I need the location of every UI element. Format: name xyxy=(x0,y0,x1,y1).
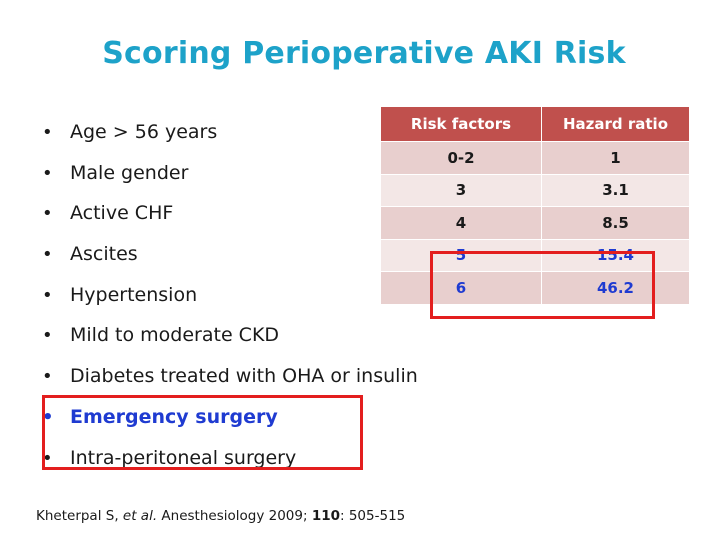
highlight-box-high-risk xyxy=(430,251,655,319)
bullet-icon: • xyxy=(42,406,54,428)
list-item-label: Hypertension xyxy=(70,283,198,306)
table-cell: 5 xyxy=(380,238,542,272)
list-item-label: Mild to moderate CKD xyxy=(70,324,280,347)
citation: Kheterpal S, et al. Anesthesiology 2009;… xyxy=(36,508,405,524)
table-cell: 15.4 xyxy=(541,238,690,272)
bullet-icon: • xyxy=(42,122,53,143)
bullet-icon: • xyxy=(42,447,53,469)
table-cell: 3.1 xyxy=(541,173,690,207)
table-cell: 46.2 xyxy=(541,271,690,305)
list-item: • Diabetes treated with OHA or insulin xyxy=(40,360,418,401)
bullet-icon: • xyxy=(42,325,53,347)
list-item: • Intra-peritoneal surgery xyxy=(40,442,418,483)
bullet-icon: • xyxy=(42,244,53,266)
column-header-hazard-ratio: Hazard ratio xyxy=(541,106,690,142)
list-item-label: Male gender xyxy=(70,161,189,184)
citation-journal: Anesthesiology 2009; xyxy=(157,508,312,524)
list-item: • Ascites xyxy=(40,238,418,279)
citation-etal: et al. xyxy=(122,508,158,524)
table-cell: 1 xyxy=(541,141,690,175)
hazard-ratio-table: Risk factors Hazard ratio 0-2 1 3 3.1 4 … xyxy=(380,106,690,305)
table-cell: 0-2 xyxy=(380,141,542,175)
table-row: 0-2 1 xyxy=(380,141,690,175)
citation-volume: 110 xyxy=(311,508,340,524)
list-item-label: Intra-peritoneal surgery xyxy=(70,446,297,469)
list-item-label: Ascites xyxy=(70,243,138,266)
list-item-highlighted: • Emergency surgery xyxy=(40,401,418,442)
bullet-icon: • xyxy=(42,366,53,388)
list-item-label: Age > 56 years xyxy=(70,121,218,143)
list-item-label: Emergency surgery xyxy=(70,405,278,428)
citation-pages: : 505-515 xyxy=(340,508,406,524)
list-item-label: Active CHF xyxy=(70,202,174,225)
highlight-box-emergency xyxy=(42,395,363,470)
table-row-highlighted: 6 46.2 xyxy=(380,271,690,305)
table-cell: 6 xyxy=(380,271,542,305)
list-item: • Male gender xyxy=(40,157,418,198)
list-item-label: Diabetes treated with OHA or insulin xyxy=(70,365,418,388)
list-item: • Hypertension xyxy=(40,279,418,320)
table-row: 3 3.1 xyxy=(380,173,690,207)
table-header-row: Risk factors Hazard ratio xyxy=(380,106,690,142)
bullet-icon: • xyxy=(42,284,53,306)
list-item: • Mild to moderate CKD xyxy=(40,319,418,360)
table-cell: 4 xyxy=(380,206,542,240)
column-header-risk-factors: Risk factors xyxy=(380,106,542,142)
bullet-icon: • xyxy=(42,203,53,225)
table-cell: 3 xyxy=(380,173,542,207)
bullet-icon: • xyxy=(42,162,53,184)
table-cell: 8.5 xyxy=(541,206,690,240)
table-row: 4 8.5 xyxy=(380,206,690,240)
citation-authors: Kheterpal S, xyxy=(36,508,123,524)
risk-factor-list: • Age > 56 years • Male gender • Active CHF… xyxy=(40,116,418,482)
list-item: • Age > 56 years xyxy=(40,116,418,157)
slide-title: Scoring Perioperative AKI Risk xyxy=(102,36,626,71)
list-item: • Active CHF xyxy=(40,197,418,238)
table-row-highlighted: 5 15.4 xyxy=(380,238,690,272)
